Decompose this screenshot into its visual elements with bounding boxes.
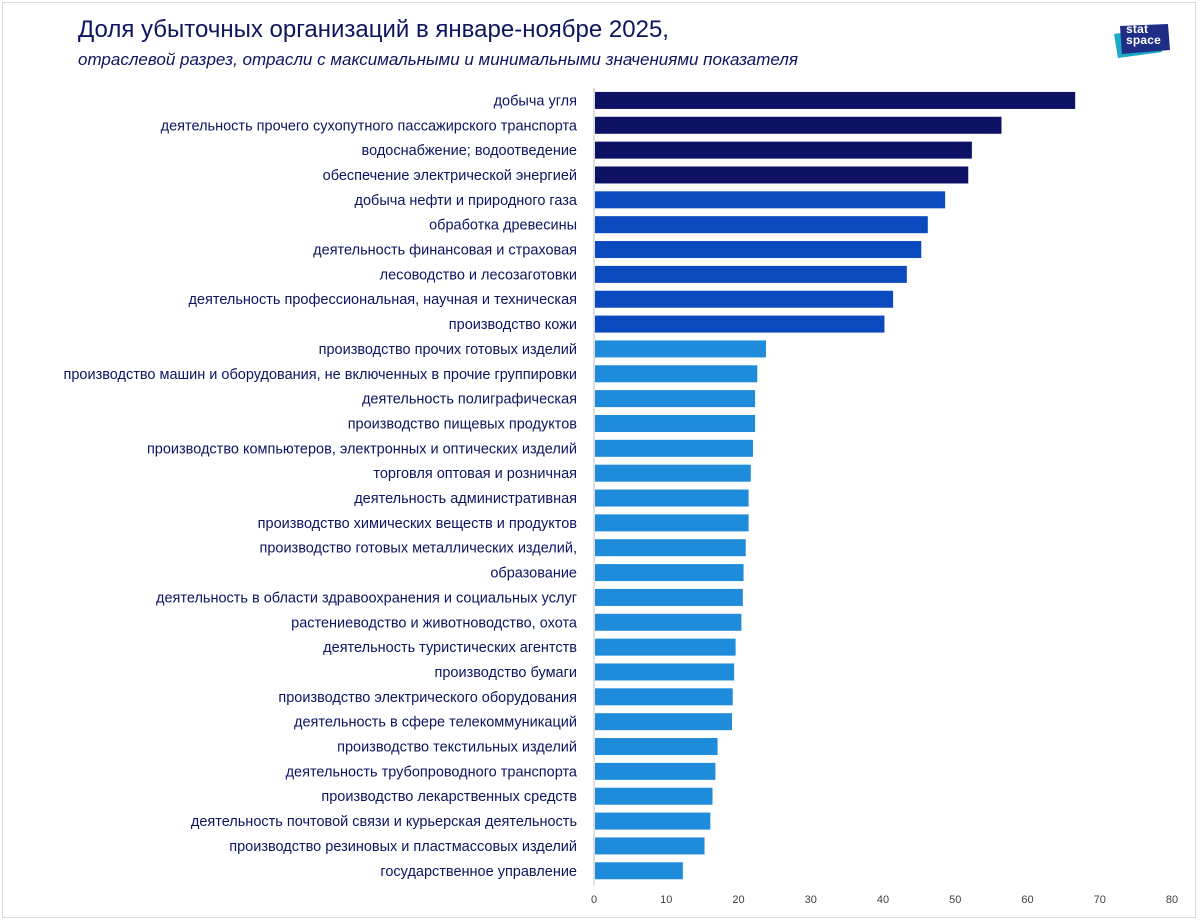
category-label: производство компьютеров, электронных и … <box>147 441 577 457</box>
bar <box>595 365 758 383</box>
bar <box>595 762 716 780</box>
logo-text-line1: stat <box>1126 22 1149 36</box>
logo-text: stat space <box>1126 22 1162 47</box>
category-label: деятельность туристических агентств <box>323 640 577 656</box>
bar <box>595 265 907 283</box>
x-tick-label: 20 <box>732 894 744 906</box>
bar <box>595 489 749 507</box>
category-label: производство прочих готовых изделий <box>319 342 577 358</box>
bar <box>595 837 705 855</box>
chart-title: Доля убыточных организаций в январе-нояб… <box>78 16 669 43</box>
bar <box>595 315 885 333</box>
category-label: обеспечение электрической энергией <box>323 168 577 184</box>
bar <box>595 588 743 606</box>
bar <box>595 290 894 308</box>
chart-subtitle: отраслевой разрез, отрасли с максимальны… <box>78 50 798 69</box>
category-label: производство кожи <box>449 317 577 333</box>
category-label: деятельность профессиональная, научная и… <box>188 292 577 308</box>
bar <box>595 340 766 358</box>
bar <box>595 390 756 408</box>
category-label: обработка древесины <box>429 218 577 234</box>
category-label: производство текстильных изделий <box>337 740 577 756</box>
category-label: добыча нефти и природного газа <box>355 193 578 209</box>
bar <box>595 688 733 706</box>
category-label: деятельность прочего сухопутного пассажи… <box>161 118 578 134</box>
bar <box>595 439 753 457</box>
bar <box>595 514 749 532</box>
x-tick-label: 0 <box>591 894 597 906</box>
bar <box>595 738 718 756</box>
statspace-logo: stat space <box>1110 22 1180 60</box>
category-label: деятельность почтовой связи и курьерская… <box>191 814 577 830</box>
category-label: деятельность трубопроводного транспорта <box>286 764 578 780</box>
bar <box>595 464 751 482</box>
bar <box>595 141 972 159</box>
bar <box>595 787 713 805</box>
bar <box>595 191 946 209</box>
logo-text-line2: space <box>1126 33 1162 47</box>
category-label: деятельность полиграфическая <box>362 392 577 408</box>
category-label: деятельность в сфере телекоммуникаций <box>294 715 577 731</box>
bar <box>595 862 683 880</box>
category-label: деятельность административная <box>354 491 577 507</box>
x-tick-label: 60 <box>1021 894 1033 906</box>
category-label: деятельность финансовая и страховая <box>313 243 577 259</box>
category-label: производство резиновых и пластмассовых и… <box>229 839 577 855</box>
x-tick-label: 80 <box>1166 894 1178 906</box>
category-label: растениеводство и животноводство, охота <box>291 615 578 631</box>
category-label: производство пищевых продуктов <box>348 416 578 432</box>
x-tick-label: 50 <box>949 894 961 906</box>
bar <box>595 166 969 184</box>
category-label: производство лекарственных средств <box>321 789 577 805</box>
bar <box>595 663 735 681</box>
category-label: производство бумаги <box>435 665 578 681</box>
category-label: деятельность в области здравоохранения и… <box>156 590 577 606</box>
category-label: производство химических веществ и продук… <box>258 516 578 532</box>
bar <box>595 713 732 731</box>
x-tick-label: 30 <box>805 894 817 906</box>
x-tick-label: 70 <box>1094 894 1106 906</box>
bar <box>595 216 928 234</box>
x-tick-label: 40 <box>877 894 889 906</box>
category-label: производство электрического оборудования <box>278 690 577 706</box>
category-label: производство готовых металлических издел… <box>259 541 577 557</box>
bar <box>595 638 736 656</box>
category-label: водоснабжение; водоотведение <box>362 143 577 159</box>
bar <box>595 812 711 830</box>
category-label: лесоводство и лесозаготовки <box>380 267 577 283</box>
bar <box>595 91 1076 109</box>
bar <box>595 241 922 259</box>
logo-shape-icon <box>1114 24 1170 58</box>
bar <box>595 613 742 631</box>
bar <box>595 539 746 557</box>
category-label: производство машин и оборудования, не вк… <box>64 367 578 383</box>
category-label: образование <box>490 566 577 582</box>
bar <box>595 116 1002 134</box>
x-tick-label: 10 <box>660 894 672 906</box>
category-label: государственное управление <box>380 864 577 880</box>
bar <box>595 414 756 432</box>
category-label: торговля оптовая и розничная <box>373 466 577 482</box>
category-label: добыча угля <box>494 93 577 109</box>
bar <box>595 564 744 582</box>
